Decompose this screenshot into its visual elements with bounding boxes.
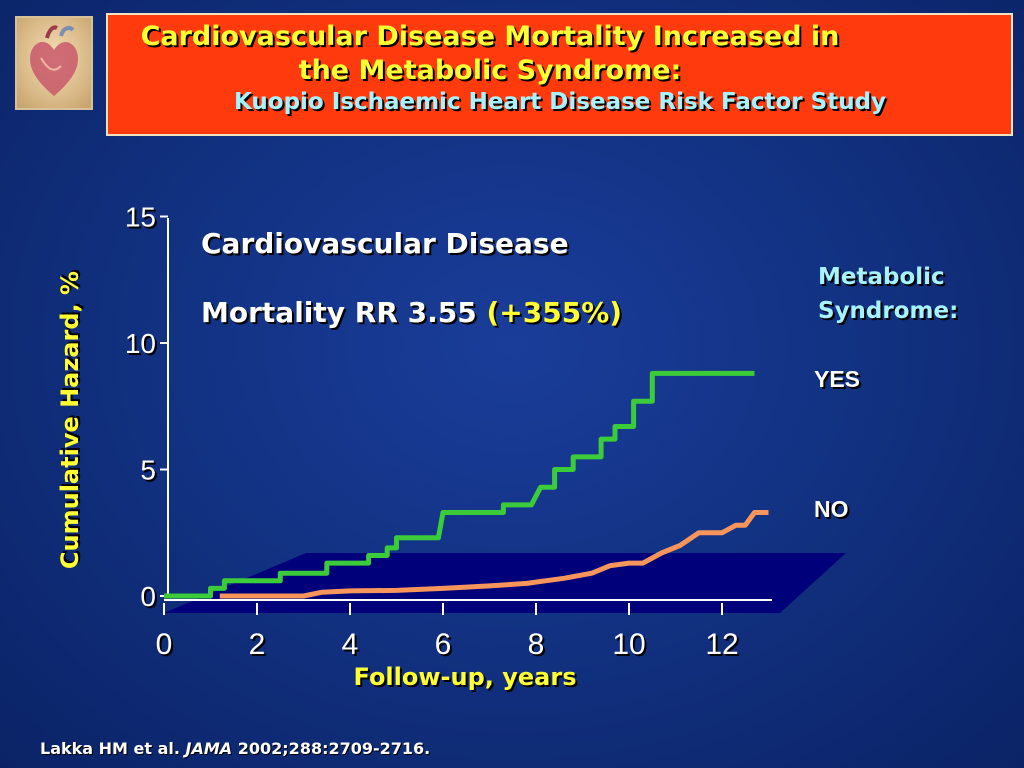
y-tick-label: 5 (140, 455, 156, 486)
y-tick-label-shadow: 0 (142, 583, 158, 614)
x-tick-label-shadow: 8 (530, 630, 547, 663)
x-tick-label: 10 (612, 628, 645, 661)
x-tick-label-shadow: 4 (344, 630, 361, 663)
y-tick-label: 15 (125, 202, 156, 233)
x-tick-label-shadow: 12 (707, 630, 740, 663)
y-tick-label-shadow: 10 (127, 330, 158, 361)
annotation-percent: (+355%) (486, 296, 623, 329)
legend-title: Metabolic Syndrome: (818, 260, 998, 328)
x-tick-label: 4 (342, 628, 359, 661)
slide-subtitle: Kuopio Ischaemic Heart Disease Risk Fact… (233, 89, 887, 115)
x-tick-label: 2 (249, 628, 266, 661)
x-tick-label: 6 (435, 628, 452, 661)
series-group (164, 370, 769, 599)
legend-no: NO (814, 496, 849, 522)
x-axis-label: Follow-up, years (353, 663, 577, 691)
y-tick-label-shadow: 15 (127, 204, 158, 235)
x-tick-label: 12 (705, 628, 738, 661)
title-box (106, 13, 1013, 136)
legend-colon: : (949, 298, 959, 324)
annotation-line2: Mortality RR 3.55 (+355%) (201, 296, 622, 329)
x-tick-label-shadow: 10 (614, 630, 647, 663)
x-tick-label-shadow: 2 (251, 630, 268, 663)
x-tick-label: 0 (156, 628, 173, 661)
annotation-line1: Cardiovascular Disease (201, 227, 569, 260)
footnote-citation: 2002;288:2709-2716. (237, 739, 431, 758)
legend-yes: YES (814, 366, 861, 392)
x-tick-label-shadow: 6 (437, 630, 454, 663)
slide-title: Cardiovascular Disease Mortality Increas… (140, 21, 840, 86)
heart-logo (15, 16, 93, 110)
footnote: Lakka HM et al. JAMA 2002;288:2709-2716. (40, 739, 430, 758)
footnote-authors: Lakka HM et al. (40, 739, 180, 758)
series-line-yes (164, 370, 755, 599)
y-tick-label-shadow: 5 (142, 457, 158, 488)
y-tick-label: 10 (125, 328, 156, 359)
heart-illustration-icon (17, 18, 91, 108)
x-tick-label-shadow: 0 (158, 630, 175, 663)
y-axis-label: Cumulative Hazard, % (56, 270, 84, 570)
series-line-no (219, 510, 769, 599)
legend-title-text: Metabolic Syndrome (818, 264, 950, 324)
y-tick-label: 0 (140, 581, 156, 612)
annotation-rr: Mortality RR 3.55 (201, 296, 477, 329)
footnote-journal: JAMA (185, 739, 233, 758)
x-tick-label: 8 (528, 628, 545, 661)
